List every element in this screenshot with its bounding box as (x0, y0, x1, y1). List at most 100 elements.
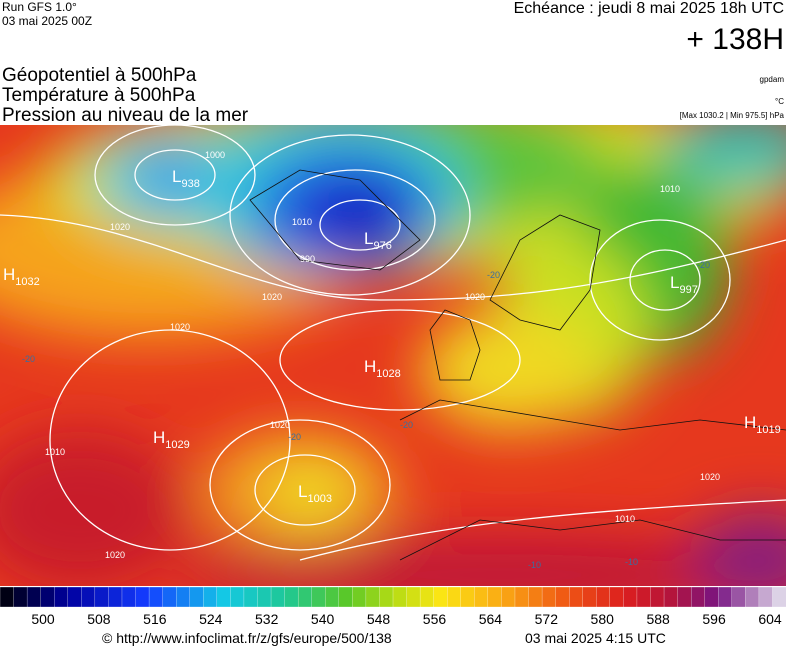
colorbar-label: 524 (199, 611, 223, 627)
colorbar-swatch (94, 586, 110, 608)
colorbar-swatch (677, 586, 692, 608)
isobar-label: 990 (300, 254, 315, 264)
colorbar-swatch (26, 586, 42, 608)
center-value: 1029 (165, 439, 189, 451)
generated-time: 03 mai 2025 4:15 UTC (525, 630, 666, 646)
colorbar-swatch (297, 586, 313, 608)
center-symbol: L (172, 167, 181, 186)
colorbar-swatch (0, 586, 15, 608)
isobar-label: 1020 (270, 420, 290, 430)
colorbar-swatch (162, 586, 177, 608)
colorbar-swatch (419, 586, 435, 608)
colorbar-swatch (365, 586, 381, 608)
colorbar-swatch (690, 586, 706, 608)
colorbar-swatch (203, 586, 218, 608)
colorbar-swatch (135, 586, 150, 608)
center-symbol: H (153, 428, 165, 447)
center-value: 1019 (756, 424, 780, 436)
extremes-label: [Max 1030.2 | Min 975.5] hPa (680, 111, 785, 120)
colorbar-swatch (67, 586, 82, 608)
colorbar-swatch (257, 586, 272, 608)
source-url: © http://www.infoclimat.fr/z/gfs/europe/… (102, 630, 392, 646)
colorbar-swatch (718, 586, 733, 608)
colorbar-swatch (325, 586, 340, 608)
colorbar: 500 508 516 524 532 540 548 556 564 572 580 588 596 6… (0, 586, 786, 627)
isobar-label: 1020 (700, 472, 720, 482)
colorbar-label: 532 (255, 611, 279, 627)
colorbar-swatch (636, 586, 652, 608)
run-label: Run GFS 1.0° (2, 0, 77, 14)
isobar-label: 1020 (170, 322, 190, 332)
center-symbol: H (364, 357, 376, 376)
colorbar-swatch (758, 586, 774, 608)
valid-time: Echéance : jeudi 8 mai 2025 18h UTC (514, 0, 784, 17)
isobar-label: 1000 (205, 150, 225, 160)
colorbar-swatch (230, 586, 245, 608)
colorbar-label: 580 (591, 611, 615, 627)
center-value: 1032 (15, 276, 39, 288)
colorbar-label: 564 (479, 611, 503, 627)
isobar-label: 1010 (45, 447, 65, 457)
isobar-label: 1020 (110, 222, 130, 232)
isobar-label: 1010 (615, 514, 635, 524)
pressure-center: H1029 (153, 428, 190, 451)
center-value: 1003 (307, 493, 331, 505)
colorbar-swatch (243, 586, 259, 608)
colorbar-swatch (176, 586, 191, 608)
colorbar-swatch (582, 586, 597, 608)
colorbar-swatch (81, 586, 96, 608)
colorbar-swatch (338, 586, 353, 608)
colorbar-swatch (270, 586, 286, 608)
colorbar-swatch (663, 586, 679, 608)
isobar-label: 1020 (262, 292, 282, 302)
temperature-label: -20 (697, 260, 710, 270)
center-symbol: L (670, 273, 679, 292)
colorbar-label: 604 (758, 611, 782, 627)
colorbar-swatch (609, 586, 625, 608)
colorbar-swatch (406, 586, 421, 608)
colorbar-swatch (596, 586, 611, 608)
isobar-label: 1020 (105, 550, 125, 560)
colorbar-label: 548 (367, 611, 391, 627)
lead-time: + 138H (686, 23, 784, 56)
temperature-label: -20 (487, 270, 500, 280)
center-value: 1028 (376, 368, 400, 380)
pressure-center: H1019 (744, 413, 781, 436)
colorbar-swatch (650, 586, 665, 608)
colorbar-label: 572 (535, 611, 559, 627)
colorbar-swatch (541, 586, 557, 608)
colorbar-swatch (284, 586, 299, 608)
field-label: Pression au niveau de la mer (2, 105, 249, 126)
map-labels: H1032L938L976L997H1028H1029L1003H1019100… (3, 150, 781, 570)
colorbar-swatch (555, 586, 570, 608)
colorbar-swatch (623, 586, 638, 608)
center-symbol: L (364, 229, 373, 248)
isobar-label: 1020 (465, 292, 485, 302)
colorbar-label: 556 (423, 611, 447, 627)
map: H1032L938L976L997H1028H1029L1003H1019100… (0, 125, 786, 586)
colorbar-swatch (772, 586, 786, 608)
colorbar-swatch (487, 586, 503, 608)
temperature-label: -10 (625, 557, 638, 567)
pressure-center: L1003 (298, 482, 332, 505)
colorbar-swatch (514, 586, 530, 608)
colorbar-swatch (216, 586, 232, 608)
coastlines (249, 169, 786, 561)
colorbar-label: 516 (143, 611, 167, 627)
colorbar-swatch (379, 586, 394, 608)
field-label: Température à 500hPa (2, 85, 196, 106)
center-value: 938 (181, 178, 199, 190)
colorbar-swatch (474, 586, 489, 608)
pressure-center: L997 (670, 273, 698, 296)
colorbar-swatch (704, 586, 719, 608)
center-symbol: L (298, 482, 307, 501)
colorbar-label: 508 (87, 611, 111, 627)
isobars (0, 125, 786, 561)
unit-label: gpdam (760, 75, 785, 84)
colorbar-swatch (311, 586, 326, 608)
center-value: 976 (373, 240, 391, 252)
colorbar-label: 540 (311, 611, 335, 627)
pressure-center: L938 (172, 167, 200, 190)
